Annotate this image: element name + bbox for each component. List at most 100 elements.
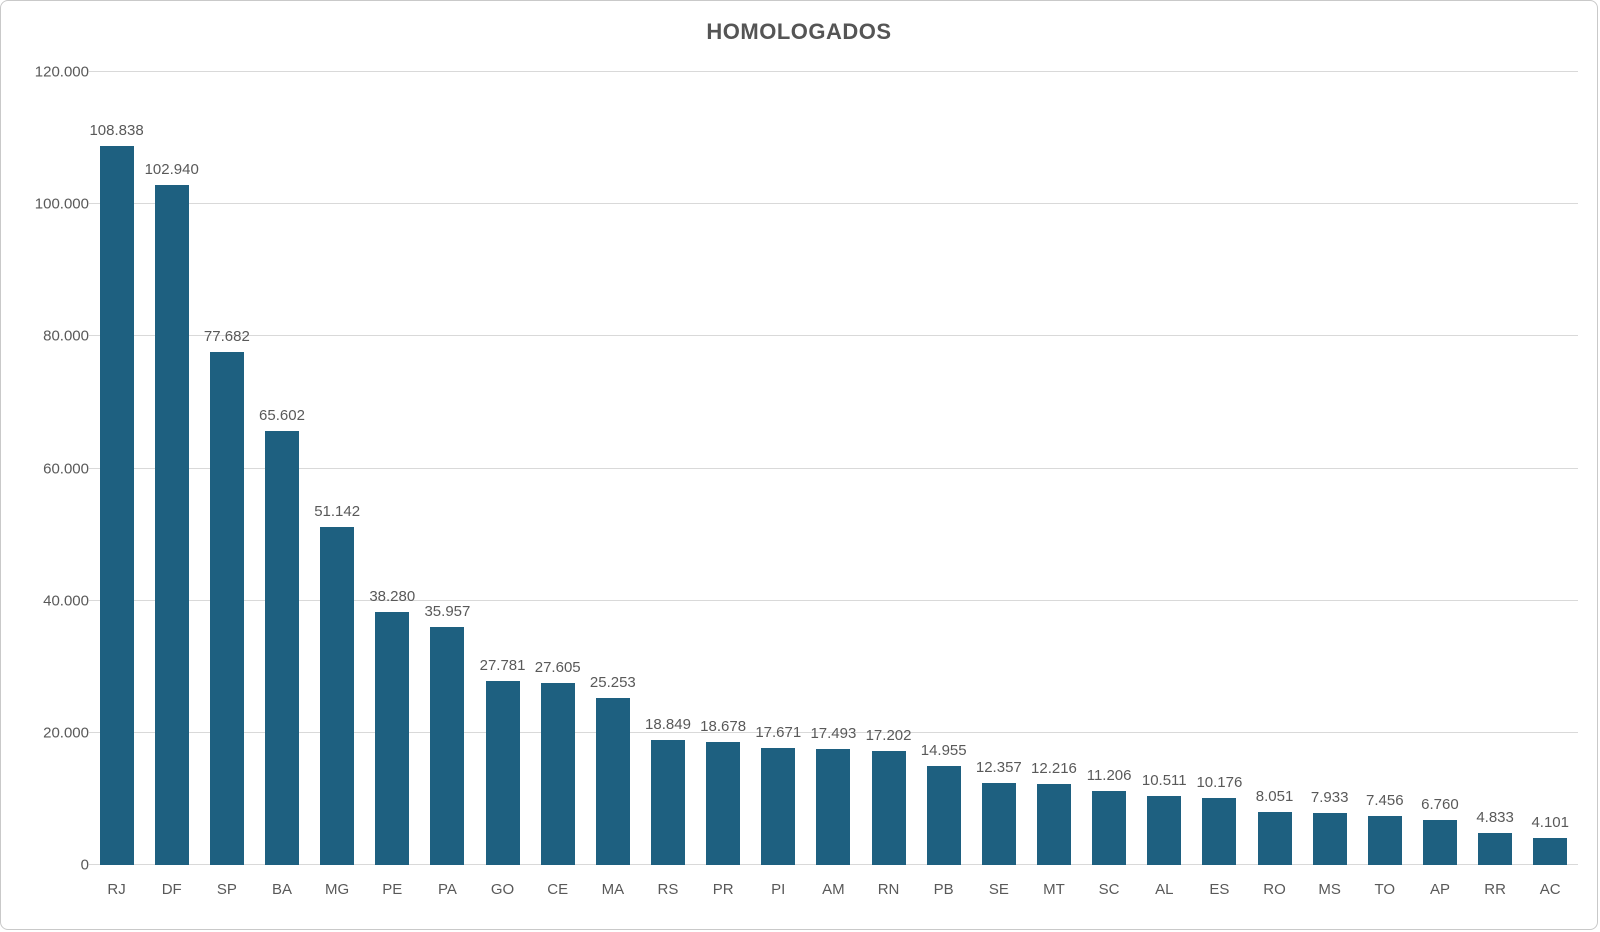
x-axis-label-TO: TO [1374, 881, 1396, 898]
bar-value-label: 7.456 [1366, 791, 1404, 809]
x-axis-label-RO: RO [1263, 881, 1286, 898]
bar-MA[interactable] [595, 698, 630, 865]
bar-BA[interactable] [264, 431, 299, 865]
bar-PB[interactable] [926, 766, 961, 865]
bar-slot-RN: 17.202 RN [861, 72, 916, 898]
y-axis-tick-label: 40.000 [43, 592, 89, 610]
bar-RS[interactable] [650, 740, 685, 865]
bar-ES[interactable] [1202, 797, 1237, 865]
bar-slot-RS: 18.849 RS [640, 72, 695, 898]
bar-value-label: 11.206 [1086, 766, 1132, 784]
bar-AP[interactable] [1422, 820, 1457, 865]
bar-slot-PB: 14.955 PB [916, 72, 971, 898]
bar-value-label: 27.605 [534, 658, 581, 676]
bar-slot-MT: 12.216 MT [1026, 72, 1081, 898]
bar-slot-AP: 6.760 AP [1412, 72, 1467, 898]
bar-MT[interactable] [1036, 784, 1071, 865]
bar-slot-TO: 7.456 TO [1357, 72, 1412, 898]
x-axis-label-AM: AM [822, 881, 845, 898]
bar-slot-AL: 10.511 AL [1137, 72, 1192, 898]
bar-TO[interactable] [1367, 815, 1402, 865]
bar-value-label: 7.933 [1310, 788, 1349, 806]
bar-value-label: 65.602 [259, 407, 305, 425]
x-axis-label-AC: AC [1539, 881, 1561, 898]
x-axis-label-SE: SE [988, 881, 1009, 898]
bar-value-label: 10.176 [1196, 773, 1243, 791]
bar-value-label: 35.957 [424, 603, 471, 621]
bar-slot-RJ: 108.838 RJ [89, 72, 144, 898]
bar-SE[interactable] [981, 783, 1016, 865]
x-axis-label-RS: RS [657, 881, 679, 898]
x-axis-label-PB: PB [933, 881, 954, 898]
bar-value-label: 18.678 [700, 717, 747, 735]
bar-SC[interactable] [1092, 790, 1127, 865]
bar-RJ[interactable] [99, 145, 134, 865]
bar-value-label: 17.671 [755, 724, 802, 742]
bar-RR[interactable] [1478, 833, 1513, 865]
bar-value-label: 108.838 [89, 121, 144, 139]
x-axis-label-RR: RR [1484, 881, 1506, 898]
bar-slot-PR: 18.678 PR [696, 72, 751, 898]
bar-value-label: 27.781 [479, 657, 526, 675]
gridline-80.000 [89, 335, 1578, 337]
x-axis-label-RJ: RJ [107, 881, 126, 898]
bar-AL[interactable] [1147, 795, 1182, 865]
x-axis-label-MT: MT [1043, 881, 1065, 898]
bar-value-label: 4.833 [1476, 809, 1514, 827]
bar-slot-PI: 17.671 PI [751, 72, 806, 898]
bar-DF[interactable] [154, 184, 189, 865]
bar-value-label: 12.216 [1031, 760, 1077, 778]
x-axis-label-MA: MA [601, 881, 625, 898]
y-axis-tick-label: 0 [80, 856, 89, 874]
x-axis-label-MS: MS [1318, 881, 1341, 898]
bar-slot-SC: 11.206 SC [1082, 72, 1137, 898]
bar-value-label: 4.101 [1531, 813, 1569, 831]
y-axis-tick-label: 100.000 [34, 195, 89, 213]
bar-slot-PA: 35.957 PA [420, 72, 475, 898]
bar-GO[interactable] [485, 681, 520, 865]
x-axis-label-PE: PE [382, 881, 403, 898]
bar-RO[interactable] [1257, 811, 1292, 865]
bar-value-label: 25.253 [589, 674, 636, 692]
bar-RN[interactable] [871, 751, 906, 865]
bar-slot-PE: 38.280 PE [365, 72, 420, 898]
bar-value-label: 77.682 [203, 327, 250, 345]
y-axis-tick-label: 60.000 [43, 460, 89, 477]
bar-PE[interactable] [375, 612, 410, 865]
bar-slot-RR: 4.833 RR [1468, 72, 1523, 898]
x-axis-label-SP: SP [216, 881, 237, 898]
bar-value-label: 12.357 [975, 759, 1022, 777]
bar-slot-RO: 8.051 RO [1247, 72, 1302, 898]
bar-value-label: 102.940 [144, 160, 199, 178]
x-axis-label-CE: CE [547, 881, 569, 898]
bar-value-label: 14.955 [920, 742, 967, 760]
x-axis-label-MG: MG [325, 881, 350, 898]
y-axis-tick-label: 80.000 [43, 327, 89, 345]
x-axis-label-BA: BA [271, 881, 292, 898]
x-axis-label-GO: GO [490, 881, 515, 898]
bar-PI[interactable] [761, 748, 796, 865]
gridline-120.000 [89, 71, 1578, 72]
gridline-20.000 [89, 731, 1578, 733]
bar-value-label: 51.142 [314, 503, 361, 521]
bar-CE[interactable] [540, 682, 575, 865]
x-axis-label-ES: ES [1209, 881, 1230, 898]
bar-slot-MS: 7.933 MS [1302, 72, 1357, 898]
x-axis-label-AL: AL [1155, 881, 1174, 898]
bar-slot-SP: 77.682 SP [199, 72, 254, 898]
plot-area: 0 20.000 40.000 60.000 80.000 100.000 120.000 … [35, 64, 1578, 898]
bar-PR[interactable] [706, 741, 741, 865]
bar-MS[interactable] [1312, 812, 1347, 865]
bar-value-label: 17.202 [865, 727, 912, 745]
bar-value-label: 8.051 [1255, 787, 1294, 805]
x-axis-label-RN: RN [877, 881, 900, 898]
bar-AC[interactable] [1533, 837, 1568, 865]
bar-PA[interactable] [430, 627, 465, 865]
bar-SP[interactable] [209, 351, 244, 865]
bar-AM[interactable] [816, 749, 851, 865]
bar-value-label: 18.849 [645, 716, 691, 734]
bar-slot-AM: 17.493 AM [806, 72, 861, 898]
bar-MG[interactable] [320, 527, 355, 865]
bar-slot-MG: 51.142 MG [310, 72, 365, 898]
